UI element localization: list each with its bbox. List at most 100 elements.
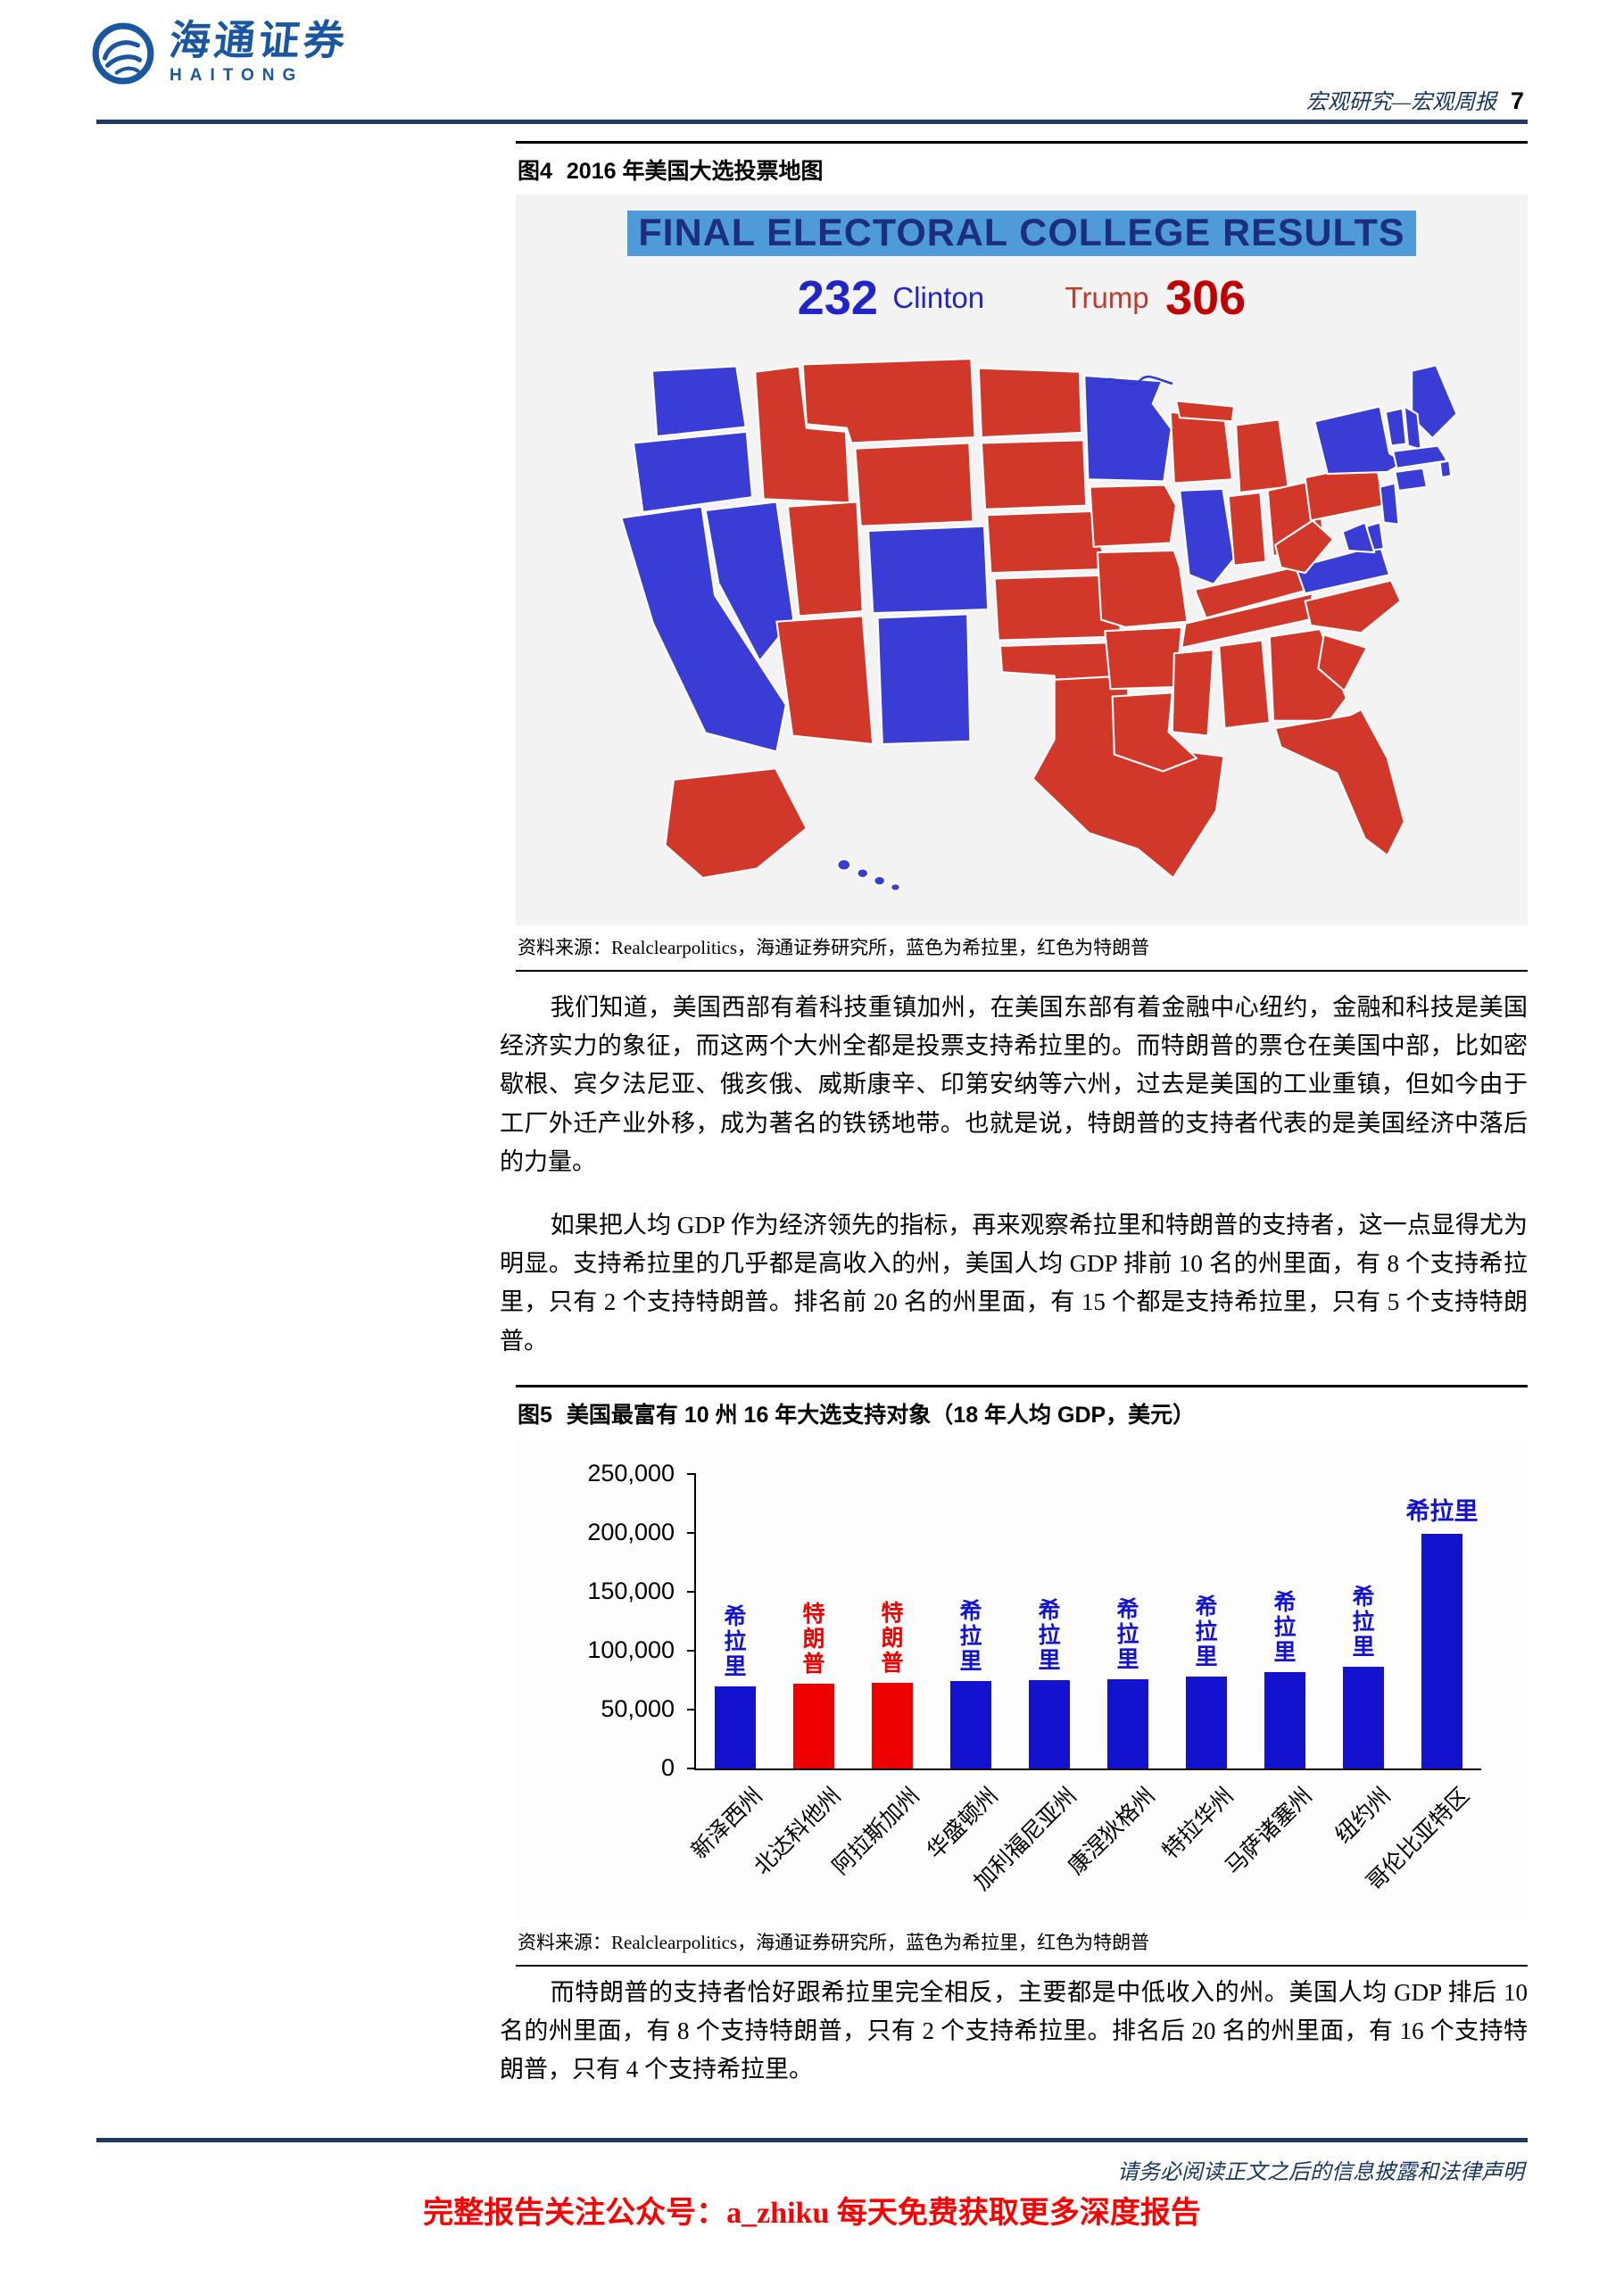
bar-label: 特朗普 <box>800 1601 824 1677</box>
map-state <box>1438 460 1453 479</box>
map-state <box>854 442 974 527</box>
footer-rule <box>96 2138 1528 2142</box>
bar-chart-plot: 希拉里 特朗普 特朗普 希拉里 希拉里 希拉里 希拉里 希拉里 希拉里 希拉里 <box>687 1473 1481 1770</box>
map-state <box>856 867 870 879</box>
bar-哥伦比亚特区 <box>1421 1534 1462 1768</box>
map-state <box>1218 639 1271 730</box>
bar-康涅狄格州 <box>1107 1678 1148 1768</box>
bar-华盛顿州 <box>950 1681 991 1768</box>
clinton-electoral-votes: 232 <box>797 271 878 325</box>
map-state <box>876 613 972 746</box>
bar-label: 希拉里 <box>1192 1594 1216 1670</box>
map-state <box>801 358 976 444</box>
map-state <box>867 525 990 615</box>
y-tick-label: 50,000 <box>601 1695 675 1722</box>
bar-label: 希拉里 <box>1405 1498 1479 1526</box>
bar-label: 希拉里 <box>721 1603 745 1679</box>
map-state <box>1317 634 1368 692</box>
paragraph-3: 而特朗普的支持者恰好跟希拉里完全相反，主要都是中低收入的州。美国人均 GDP 排… <box>500 1979 1528 2083</box>
bar-北达科他州 <box>793 1683 834 1768</box>
map-state <box>1274 708 1405 857</box>
bar-label: 希拉里 <box>1035 1598 1059 1673</box>
map-state <box>775 615 874 746</box>
map-state <box>1304 579 1402 634</box>
figure4-tag: 图4 <box>518 159 552 184</box>
electoral-results: 232 Clinton Trump 306 <box>516 270 1528 326</box>
clinton-label: Clinton <box>892 281 985 314</box>
map-state <box>1235 418 1289 494</box>
map-state <box>1227 491 1267 567</box>
bar-特拉华州 <box>1186 1677 1227 1768</box>
bar-label: 特朗普 <box>878 1600 902 1676</box>
footer-promo: 完整报告关注公众号：a_zhiku 每天免费获取更多深度报告 <box>423 2197 1201 2230</box>
y-tick-mark <box>687 1591 696 1593</box>
figure5-tag: 图5 <box>518 1403 552 1428</box>
y-tick-mark <box>687 1532 696 1534</box>
map-state <box>1096 549 1189 628</box>
y-tick-mark <box>687 1709 696 1710</box>
y-tick-label: 100,000 <box>587 1636 675 1663</box>
map-state <box>1274 519 1335 575</box>
bar-label: 希拉里 <box>1114 1596 1138 1672</box>
map-state <box>1394 467 1428 492</box>
page-number: 7 <box>1510 87 1524 114</box>
footer-disclaimer: 请务必阅读正文之后的信息披露和法律声明 <box>1117 2161 1524 2184</box>
map-state <box>1384 407 1407 447</box>
paragraph-1: 我们知道，美国西部有着科技重镇加州，在美国东部有着金融中心纽约，金融和科技是美国… <box>500 994 1528 1175</box>
y-tick-mark <box>687 1473 696 1475</box>
map-state <box>704 501 795 662</box>
map-state <box>977 367 1083 439</box>
electoral-banner: FINAL ELECTORAL COLLEGE RESULTS <box>627 211 1416 256</box>
bar-阿拉斯加州 <box>872 1682 913 1768</box>
map-state <box>754 365 851 504</box>
y-tick-label: 0 <box>660 1754 675 1781</box>
map-state <box>1379 482 1400 526</box>
bar-加利福尼亚州 <box>1029 1680 1070 1768</box>
haitong-swirl-icon <box>92 22 154 85</box>
brand-name-cn: 海通证券 <box>167 18 351 63</box>
map-state <box>1179 487 1236 585</box>
trump-label: Trump <box>1065 281 1149 314</box>
bar-chart: 0 50,000 100,000 150,000 200,000 250,000 希拉里特… <box>516 1438 1528 1920</box>
y-tick-mark <box>687 1768 696 1769</box>
bar-新泽西州 <box>715 1686 756 1768</box>
x-axis-label: 纽约州 <box>1330 1783 1396 1849</box>
map-state <box>632 430 754 514</box>
doc-type-header: 宏观研究—宏观周报 7 <box>1306 84 1524 115</box>
header-rule <box>96 120 1528 124</box>
trump-electoral-votes: 306 <box>1165 271 1247 325</box>
figure-4: 图4 2016 年美国大选投票地图 FINAL ELECTORAL COLLEGE… <box>516 141 1528 972</box>
electoral-map-image: FINAL ELECTORAL COLLEGE RESULTS 232 Clin… <box>516 195 1528 925</box>
map-state <box>890 882 901 892</box>
haitong-logo: 海通证券 HAITONG <box>89 18 351 87</box>
paragraph-2: 如果把人均 GDP 作为经济领先的指标，再来观察希拉里和特朗普的支持者，这一点显… <box>500 1212 1528 1354</box>
figure4-source: 资料来源：Realclearpolitics，海通证券研究所，蓝色为希拉里，红色… <box>516 925 1528 972</box>
bar-label: 希拉里 <box>1271 1589 1295 1665</box>
map-state <box>986 509 1109 575</box>
map-state <box>1171 649 1214 737</box>
map-state <box>1341 521 1376 554</box>
annotation-squiggle-icon <box>1098 375 1173 386</box>
figure5-source: 资料来源：Realclearpolitics，海通证券研究所，蓝色为希拉里，红色… <box>516 1920 1528 1967</box>
brand-name-en: HAITONG <box>170 66 304 85</box>
map-state <box>786 501 864 617</box>
bar-label: 希拉里 <box>957 1599 981 1675</box>
map-state <box>664 767 808 879</box>
bar-label: 希拉里 <box>1349 1585 1373 1661</box>
map-state <box>1169 410 1233 485</box>
us-electoral-map <box>620 358 1458 892</box>
doc-type-label: 宏观研究—宏观周报 <box>1305 91 1496 114</box>
figure5-title: 图5 美国最富有 10 州 16 年大选支持对象（18 年人均 GDP，美元） <box>516 1385 1528 1438</box>
map-state <box>980 439 1088 510</box>
y-tick-label: 200,000 <box>587 1519 675 1545</box>
bar-马萨诸塞州 <box>1264 1671 1305 1768</box>
map-state <box>1104 625 1183 691</box>
y-tick-label: 250,000 <box>587 1460 675 1487</box>
map-state <box>620 505 787 753</box>
map-state <box>1089 484 1178 548</box>
bar-纽约州 <box>1343 1667 1384 1768</box>
y-tick-label: 150,000 <box>587 1578 675 1604</box>
x-axis-labels: 新泽西州 北达科他州 阿拉斯加州 华盛顿州 加利福尼亚州 康涅狄格州 特拉华州 马萨诸塞州 纽约… <box>687 1776 1479 1918</box>
y-tick-mark <box>687 1650 696 1652</box>
